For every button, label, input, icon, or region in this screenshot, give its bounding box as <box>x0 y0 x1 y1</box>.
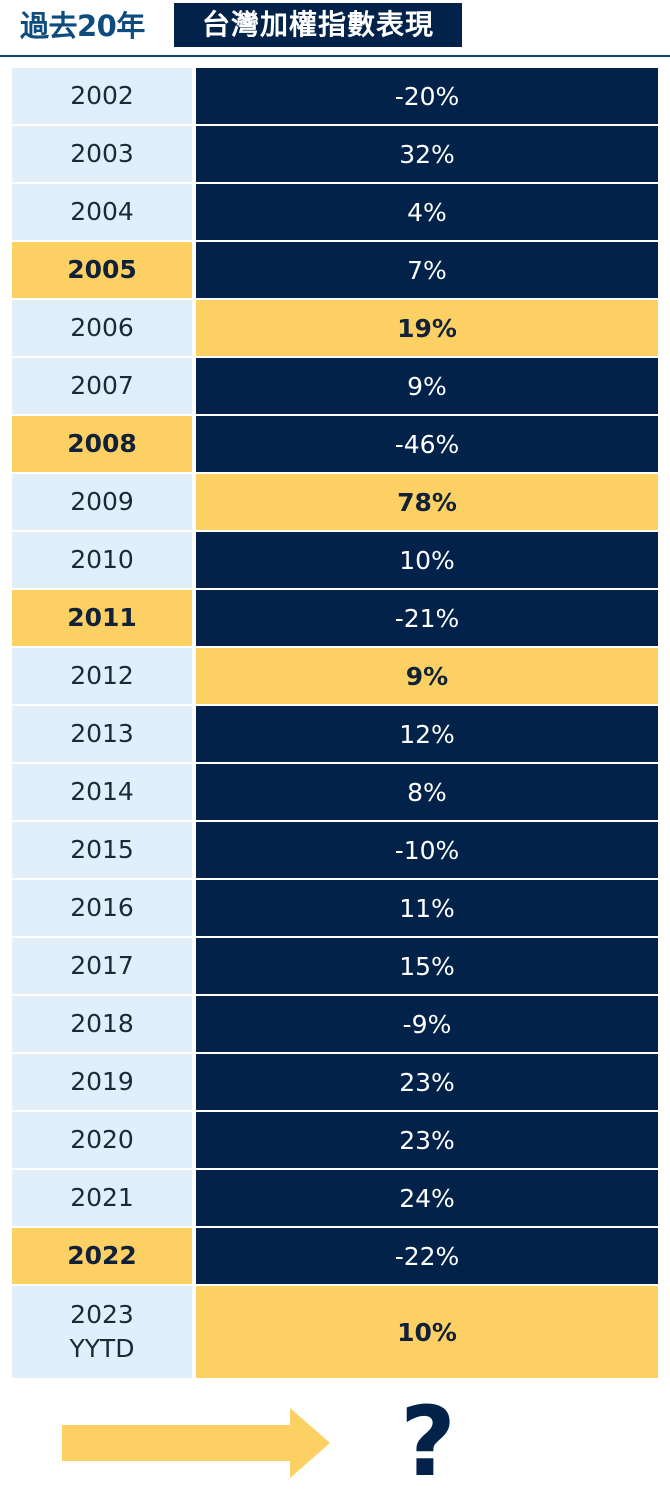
returns-table: 2002 -20% 2003 32% 2004 4% 2005 7% 2006 19% 2007 9%… <box>12 68 658 1380</box>
return-value-cell: 32% <box>196 126 658 182</box>
return-value-cell: 10% <box>196 532 658 588</box>
year-cell: 2012 <box>12 648 192 704</box>
table-row: 2016 11% <box>12 880 658 936</box>
table-row: 2018 -9% <box>12 996 658 1052</box>
return-value-cell: -46% <box>196 416 658 472</box>
return-value-cell: -22% <box>196 1228 658 1284</box>
table-row: 2007 9% <box>12 358 658 414</box>
year-cell: 2013 <box>12 706 192 762</box>
return-value-cell: 7% <box>196 242 658 298</box>
return-value-cell: -21% <box>196 590 658 646</box>
right-arrow-icon <box>62 1408 330 1478</box>
table-row: 2005 7% <box>12 242 658 298</box>
table-row: 2015 -10% <box>12 822 658 878</box>
table-row: 2009 78% <box>12 474 658 530</box>
table-row: 2020 23% <box>12 1112 658 1168</box>
return-value-cell: 4% <box>196 184 658 240</box>
return-value-cell: 9% <box>196 358 658 414</box>
year-cell: 2009 <box>12 474 192 530</box>
year-cell: 2014 <box>12 764 192 820</box>
table-row: 2002 -20% <box>12 68 658 124</box>
return-value-cell: 11% <box>196 880 658 936</box>
year-cell: 2006 <box>12 300 192 356</box>
year-cell: 2019 <box>12 1054 192 1110</box>
year-cell: 2018 <box>12 996 192 1052</box>
table-row: 2022 -22% <box>12 1228 658 1284</box>
table-row: 2010 10% <box>12 532 658 588</box>
question-mark: ? <box>400 1386 456 1498</box>
year-cell: 2021 <box>12 1170 192 1226</box>
year-cell: 2020 <box>12 1112 192 1168</box>
page-header: 過去20年 台灣加權指數表現 <box>0 0 670 57</box>
year-cell: 2022 <box>12 1228 192 1284</box>
table-row: 2017 15% <box>12 938 658 994</box>
year-cell: 2007 <box>12 358 192 414</box>
year-cell: 2015 <box>12 822 192 878</box>
table-row: 2019 23% <box>12 1054 658 1110</box>
return-value-cell: 78% <box>196 474 658 530</box>
page-subtitle: 過去20年 <box>20 9 145 43</box>
table-row: 2014 8% <box>12 764 658 820</box>
year-cell: 2002 <box>12 68 192 124</box>
return-value-cell: 9% <box>196 648 658 704</box>
table-row: 2013 12% <box>12 706 658 762</box>
return-value-cell: -10% <box>196 822 658 878</box>
year-cell: 2016 <box>12 880 192 936</box>
return-value-cell: 23% <box>196 1054 658 1110</box>
year-cell: 2017 <box>12 938 192 994</box>
table-row: 2023 YYTD 10% <box>12 1286 658 1378</box>
table-row: 2012 9% <box>12 648 658 704</box>
page-title: 台灣加權指數表現 <box>174 3 462 47</box>
year-cell: 2008 <box>12 416 192 472</box>
return-value-cell: 12% <box>196 706 658 762</box>
return-value-cell: 19% <box>196 300 658 356</box>
header-divider <box>0 55 670 57</box>
year-cell: 2004 <box>12 184 192 240</box>
table-row: 2008 -46% <box>12 416 658 472</box>
table-row: 2004 4% <box>12 184 658 240</box>
table-row: 2006 19% <box>12 300 658 356</box>
table-row: 2011 -21% <box>12 590 658 646</box>
return-value-cell: -20% <box>196 68 658 124</box>
year-cell: 2011 <box>12 590 192 646</box>
year-cell: 2023 YYTD <box>12 1286 192 1378</box>
return-value-cell: 15% <box>196 938 658 994</box>
year-cell: 2005 <box>12 242 192 298</box>
year-cell: 2003 <box>12 126 192 182</box>
year-cell: 2010 <box>12 532 192 588</box>
return-value-cell: 24% <box>196 1170 658 1226</box>
return-value-cell: 10% <box>196 1286 658 1378</box>
return-value-cell: -9% <box>196 996 658 1052</box>
return-value-cell: 23% <box>196 1112 658 1168</box>
return-value-cell: 8% <box>196 764 658 820</box>
table-row: 2003 32% <box>12 126 658 182</box>
table-row: 2021 24% <box>12 1170 658 1226</box>
